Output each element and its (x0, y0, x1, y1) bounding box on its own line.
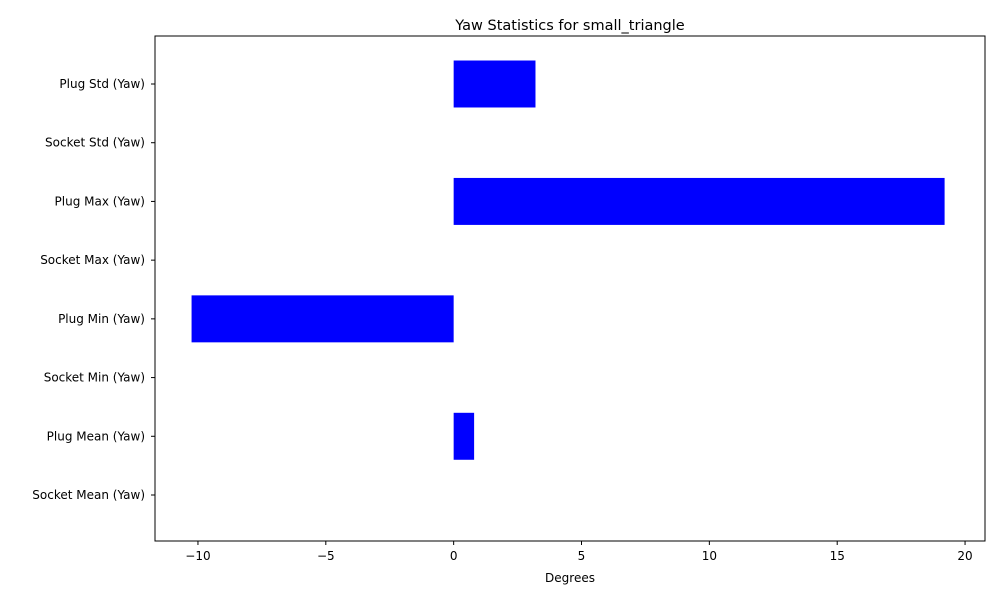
x-axis: −10 −5 0 5 10 15 20 (185, 541, 973, 563)
bar-3 (191, 295, 454, 343)
x-tick-label: −5 (317, 549, 335, 563)
y-tick-label: Plug Std (Yaw) (59, 77, 145, 91)
y-tick-label: Plug Mean (Yaw) (47, 429, 145, 443)
y-tick-label: Plug Max (Yaw) (55, 194, 145, 208)
bars-layer (191, 60, 945, 460)
y-tick-label: Socket Max (Yaw) (40, 253, 145, 267)
plot-area-frame (154, 35, 986, 542)
chart-title: Yaw Statistics for small_triangle (454, 18, 685, 34)
y-tick-label: Plug Min (Yaw) (58, 312, 145, 326)
bar-5 (453, 177, 945, 225)
x-axis-title: Degrees (545, 571, 595, 585)
y-tick-label: Socket Std (Yaw) (45, 136, 145, 150)
y-tick-label: Socket Mean (Yaw) (32, 488, 145, 502)
x-tick-label: 15 (830, 549, 845, 563)
x-tick-label: 10 (702, 549, 717, 563)
x-tick-label: 5 (578, 549, 586, 563)
x-tick-label: 0 (450, 549, 458, 563)
x-tick-label: −10 (185, 549, 210, 563)
bar-7 (453, 60, 536, 108)
bar-1 (453, 412, 475, 460)
y-tick-label: Socket Min (Yaw) (44, 371, 145, 385)
y-axis: Socket Mean (Yaw) Plug Mean (Yaw) Socket M… (32, 77, 155, 502)
x-tick-label: 20 (957, 549, 972, 563)
